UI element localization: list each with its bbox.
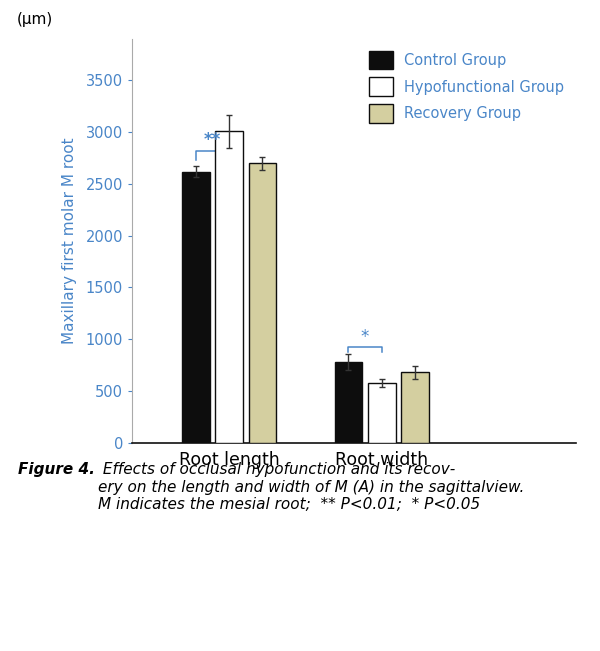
Bar [215,131,243,443]
Bar [368,383,395,443]
Text: **: ** [204,132,221,149]
Legend: Control Group, Hypofunctional Group, Recovery Group: Control Group, Hypofunctional Group, Rec… [365,46,569,128]
Text: Figure 4.: Figure 4. [18,462,95,477]
Text: (μm): (μm) [17,12,53,27]
Bar [248,163,277,443]
Bar [401,372,429,443]
Bar [182,171,210,443]
Y-axis label: Maxillary first molar M root: Maxillary first molar M root [62,137,77,344]
Text: Effects of occlusal hypofunction and its recov-
ery on the length and width of M: Effects of occlusal hypofunction and its… [98,462,524,512]
Text: *: * [361,329,369,346]
Bar [335,362,362,443]
